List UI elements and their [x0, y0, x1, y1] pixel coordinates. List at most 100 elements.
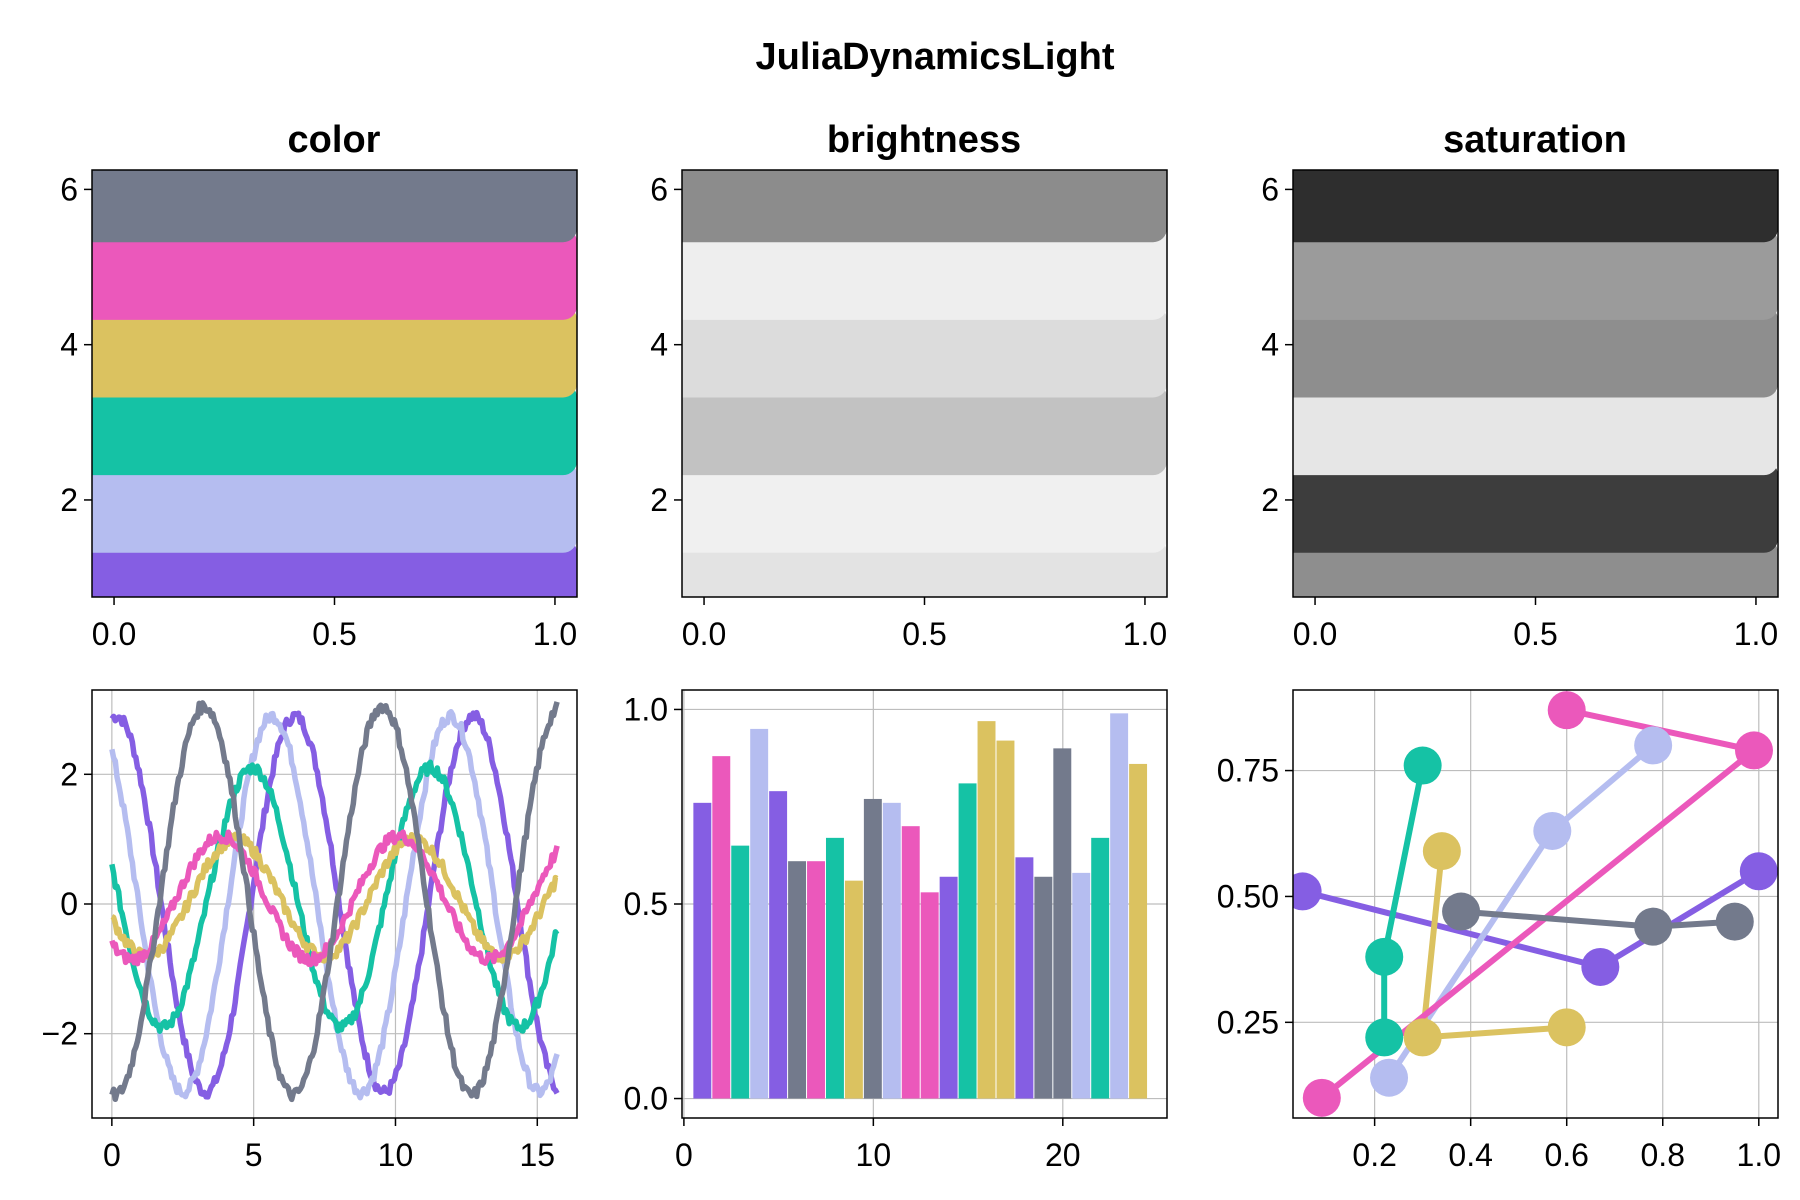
x-tick-label: 10 [378, 1137, 414, 1173]
bar-panel: 0 10 20 0.0 0.5 1.0 [624, 689, 1168, 1173]
scatter-point-1-1 [1533, 811, 1572, 850]
bar-11 [882, 802, 901, 1099]
scatter-lines-panel: 0.2 0.4 0.6 0.8 1.0 0.25 0.50 0.75 [1217, 689, 1781, 1173]
panel-title-color: color [288, 119, 381, 161]
scatter-point-0-2 [1739, 852, 1778, 891]
y-tick-label: 2 [650, 482, 668, 518]
plot-area [1293, 691, 1778, 1117]
band-2 [682, 461, 1167, 553]
band-5 [682, 228, 1167, 320]
bar-7 [807, 861, 825, 1099]
scatter-point-5-1 [1634, 907, 1673, 946]
band-1 [92, 538, 577, 597]
band-5 [1293, 228, 1778, 320]
x-tick-label: 15 [519, 1137, 555, 1173]
y-tick-label: −2 [42, 1016, 78, 1052]
scatter-point-4-0 [1302, 1078, 1341, 1117]
band-3 [92, 383, 577, 476]
x-tick-label: 1.0 [1734, 616, 1778, 652]
x-tick-label: 20 [1045, 1137, 1081, 1173]
panel-title-brightness: brightness [827, 119, 1021, 161]
band-1 [682, 538, 1167, 597]
band-5 [92, 228, 577, 320]
x-tick-label: 0.0 [682, 616, 726, 652]
band-4 [682, 305, 1167, 398]
bar-5 [769, 791, 788, 1099]
bar-10 [863, 798, 882, 1099]
y-tick-label: 2 [60, 482, 78, 518]
x-tick-label: 0 [103, 1137, 121, 1173]
y-tick-label: 4 [1261, 327, 1279, 363]
y-tick-label: 0.5 [624, 886, 668, 922]
bar-18 [1015, 857, 1034, 1099]
scatter-point-4-1 [1734, 731, 1773, 770]
bar-20 [1053, 748, 1072, 1099]
sine-lines-panel: 0 5 10 15 −2 0 2 [42, 689, 578, 1173]
plot-area [682, 170, 1167, 597]
scatter-point-3-1 [1403, 1018, 1442, 1057]
x-tick-label: 0.6 [1544, 1137, 1588, 1173]
bar-14 [939, 876, 958, 1099]
plot-area [109, 700, 560, 1103]
scatter-point-0-0 [1293, 872, 1322, 911]
bar-12 [901, 826, 920, 1099]
bar-23 [1110, 713, 1129, 1099]
bar-1 [693, 802, 712, 1099]
x-tick-label: 5 [245, 1137, 263, 1173]
band-3 [682, 383, 1167, 476]
color-panel: 0.0 0.5 1.0 2 4 6 [60, 169, 578, 652]
bar-9 [844, 880, 863, 1099]
x-tick-label: 0.0 [92, 616, 136, 652]
scatter-point-1-2 [1634, 726, 1673, 765]
scatter-point-2-0 [1403, 746, 1442, 785]
scatter-point-4-2 [1547, 691, 1586, 730]
bar-16 [977, 721, 996, 1099]
scatter-point-5-2 [1715, 902, 1754, 941]
plot-area [693, 713, 1148, 1099]
bar-22 [1091, 837, 1110, 1099]
x-tick-label: 1.0 [1123, 616, 1167, 652]
x-tick-label: 10 [856, 1137, 892, 1173]
y-tick-label: 0.25 [1217, 1004, 1279, 1040]
y-tick-label: 0.50 [1217, 878, 1279, 914]
y-tick-label: 0 [60, 886, 78, 922]
line-series-0 [109, 709, 560, 1100]
line-series-3 [110, 831, 559, 964]
plot-area [1293, 170, 1778, 597]
x-tick-label: 0.0 [1293, 616, 1337, 652]
band-2 [1293, 461, 1778, 553]
panel-title-saturation: saturation [1443, 119, 1627, 161]
y-tick-label: 6 [1261, 171, 1279, 207]
y-tick-label: 2 [60, 756, 78, 792]
x-tick-label: 1.0 [1737, 1137, 1781, 1173]
y-tick-label: 6 [60, 171, 78, 207]
bar-19 [1034, 876, 1053, 1099]
bar-4 [750, 728, 769, 1099]
bar-17 [996, 740, 1015, 1099]
bar-24 [1129, 763, 1148, 1099]
band-2 [92, 461, 577, 553]
line-series-4 [109, 829, 560, 968]
scatter-point-3-2 [1547, 1008, 1586, 1047]
scatter-line-2 [1381, 764, 1426, 1038]
y-tick-label: 4 [60, 327, 78, 363]
line-series-5 [109, 700, 560, 1103]
x-tick-label: 0.2 [1352, 1137, 1396, 1173]
x-tick-label: 1.0 [533, 616, 577, 652]
x-tick-label: 0.4 [1448, 1137, 1492, 1173]
scatter-point-0-1 [1581, 947, 1620, 986]
scatter-point-5-0 [1442, 892, 1481, 931]
bar-2 [712, 756, 731, 1099]
axes-frame [1292, 689, 1779, 1119]
y-tick-label: 0.0 [624, 1081, 668, 1117]
y-tick-label: 4 [650, 327, 668, 363]
x-tick-label: 0.5 [1513, 616, 1557, 652]
band-3 [1293, 383, 1778, 476]
line-series-1 [109, 708, 560, 1101]
band-6 [682, 170, 1167, 243]
bar-21 [1072, 872, 1091, 1099]
band-4 [92, 305, 577, 398]
scatter-point-3-0 [1422, 832, 1461, 871]
scatter-point-2-1 [1365, 937, 1404, 976]
